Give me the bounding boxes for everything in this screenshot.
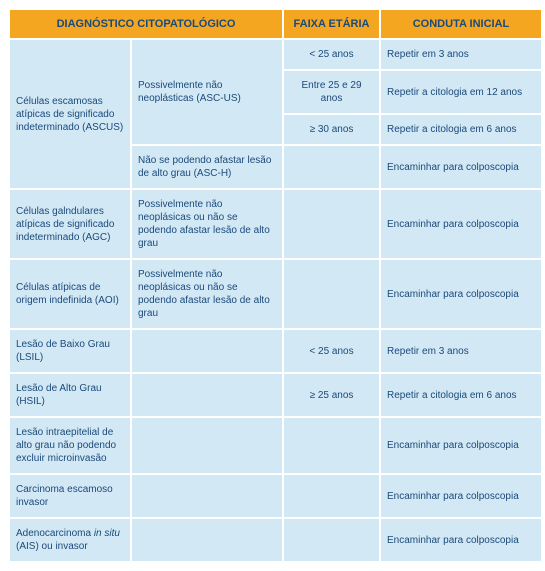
diag-ascus: Células escamosas atípicas de significad… [10, 40, 130, 188]
ais-italic: in situ [94, 528, 120, 539]
cytopathology-table: DIAGNÓSTICO CITOPATOLÓGICO FAIXA ETÁRIA … [8, 8, 543, 563]
age-cell [284, 260, 379, 328]
conduct-cell: Encaminhar para colposcopia [381, 519, 541, 561]
diag-aoi: Células atípicas de origem indefinida (A… [10, 260, 130, 328]
conduct-cell: Repetir a citologia em 6 anos [381, 115, 541, 144]
header-row: DIAGNÓSTICO CITOPATOLÓGICO FAIXA ETÁRIA … [10, 10, 541, 38]
age-cell [284, 519, 379, 561]
conduct-cell: Repetir a citologia em 12 anos [381, 71, 541, 113]
diag-sub-empty [132, 330, 282, 372]
conduct-cell: Repetir em 3 anos [381, 40, 541, 69]
table-row: Lesão intraepitelial de alto grau não po… [10, 418, 541, 473]
diag-aoi-sub: Possivelmente não neoplásicas ou não se … [132, 260, 282, 328]
age-cell [284, 146, 379, 188]
header-diag: DIAGNÓSTICO CITOPATOLÓGICO [10, 10, 282, 38]
diag-micro: Lesão intraepitelial de alto grau não po… [10, 418, 130, 473]
diag-agc-sub: Possivelmente não neoplásicas ou não se … [132, 190, 282, 258]
table-row: Lesão de Baixo Grau (LSIL) < 25 anos Rep… [10, 330, 541, 372]
table-row: Lesão de Alto Grau (HSIL) ≥ 25 anos Repe… [10, 374, 541, 416]
table-row: Carcinoma escamoso invasor Encaminhar pa… [10, 475, 541, 517]
diag-sub-empty [132, 519, 282, 561]
age-cell: ≥ 30 anos [284, 115, 379, 144]
table-row: Células galndulares atípicas de signific… [10, 190, 541, 258]
age-cell: ≥ 25 anos [284, 374, 379, 416]
conduct-cell: Encaminhar para colposcopia [381, 260, 541, 328]
diag-hsil: Lesão de Alto Grau (HSIL) [10, 374, 130, 416]
diag-sub-empty [132, 374, 282, 416]
diag-lsil: Lesão de Baixo Grau (LSIL) [10, 330, 130, 372]
conduct-cell: Repetir em 3 anos [381, 330, 541, 372]
header-conduct: CONDUTA INICIAL [381, 10, 541, 38]
conduct-cell: Encaminhar para colposcopia [381, 475, 541, 517]
diag-ascus-sub1: Possivelmente não neoplásticas (ASC-US) [132, 40, 282, 144]
diag-ascus-sub2: Não se podendo afastar lesão de alto gra… [132, 146, 282, 188]
table-row: Adenocarcinoma in situ (AIS) ou invasor … [10, 519, 541, 561]
age-cell: < 25 anos [284, 40, 379, 69]
age-cell [284, 418, 379, 473]
conduct-cell: Encaminhar para colposcopia [381, 190, 541, 258]
table-row: Células escamosas atípicas de significad… [10, 40, 541, 69]
conduct-cell: Encaminhar para colposcopia [381, 418, 541, 473]
conduct-cell: Repetir a citologia em 6 anos [381, 374, 541, 416]
diag-ais: Adenocarcinoma in situ (AIS) ou invasor [10, 519, 130, 561]
diag-sub-empty [132, 418, 282, 473]
conduct-cell: Encaminhar para colposcopia [381, 146, 541, 188]
age-cell [284, 475, 379, 517]
ais-pre: Adenocarcinoma [16, 528, 94, 539]
age-cell: < 25 anos [284, 330, 379, 372]
age-cell: Entre 25 e 29 anos [284, 71, 379, 113]
diag-carc: Carcinoma escamoso invasor [10, 475, 130, 517]
ais-post: (AIS) ou invasor [16, 541, 88, 552]
diag-sub-empty [132, 475, 282, 517]
header-age: FAIXA ETÁRIA [284, 10, 379, 38]
diag-agc: Células galndulares atípicas de signific… [10, 190, 130, 258]
table-row: Células atípicas de origem indefinida (A… [10, 260, 541, 328]
age-cell [284, 190, 379, 258]
